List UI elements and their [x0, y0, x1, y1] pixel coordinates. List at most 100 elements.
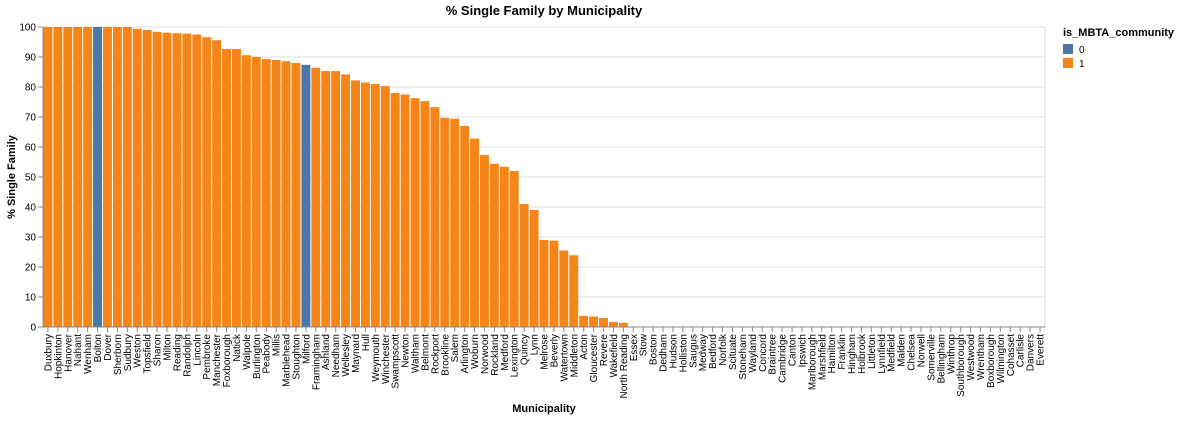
bar[interactable]: Randolph: 97.8 — [182, 33, 192, 327]
y-tick-label: 80 — [25, 83, 37, 94]
bar[interactable]: Burlington: 90 — [251, 57, 261, 327]
x-tick-label: Winthrop — [946, 334, 957, 374]
bar[interactable]: Weston: 99.4 — [132, 28, 142, 328]
x-tick-label: Wilmington — [996, 334, 1007, 383]
bar[interactable]: Peabody: 89.3 — [261, 59, 271, 327]
x-tick-label: Marlborough — [807, 334, 818, 390]
bar[interactable]: Milford: 87.4 — [301, 64, 311, 328]
bar[interactable]: Walpole: 90.6 — [241, 55, 251, 327]
x-tick-label: Holliston — [678, 334, 689, 372]
x-tick-label: Marblehead — [282, 334, 293, 387]
y-tick-label: 30 — [25, 233, 37, 244]
bar[interactable]: Dover: 100 — [103, 27, 112, 327]
bar[interactable]: Rockland: 54.4 — [489, 163, 499, 327]
bar[interactable]: Weymouth: 81 — [370, 84, 380, 327]
bar[interactable]: Rockport: 73.3 — [430, 107, 440, 327]
bar[interactable]: Revere: 3 — [599, 318, 608, 327]
bar[interactable]: Lynn: 39 — [529, 210, 539, 327]
bar[interactable]: Natick: 92.7 — [231, 48, 241, 328]
x-tick-label: Littleton — [867, 334, 878, 369]
x-tick-label: Saugus — [688, 334, 699, 368]
x-tick-label: Malden — [897, 334, 908, 367]
bar[interactable]: Milton: 98.1 — [162, 32, 172, 327]
x-axis-title: Municipality — [512, 403, 576, 415]
bar[interactable]: Hull: 81.5 — [360, 82, 370, 328]
bar[interactable]: Salem: 69.4 — [450, 118, 460, 327]
bar[interactable]: Marblehead: 88.6 — [281, 61, 291, 327]
bar[interactable]: Quincy: 41 — [519, 204, 529, 327]
x-tick-label: Hudson — [668, 334, 679, 368]
bar[interactable]: Needham: 85.3 — [331, 71, 341, 327]
x-tick-label: Natick — [232, 333, 243, 362]
bar[interactable]: Gloucester: 3.5 — [589, 316, 599, 328]
bar[interactable]: Acton: 3.7 — [579, 315, 589, 327]
legend-swatch — [1063, 58, 1073, 68]
bar[interactable]: Watertown: 25.5 — [559, 250, 569, 328]
bar[interactable]: Wenham: 100 — [83, 27, 93, 327]
bar[interactable]: Swampscott: 78 — [390, 93, 400, 327]
x-tick-label: Bedford — [708, 334, 719, 369]
bar[interactable]: Maynard: 82.2 — [351, 80, 360, 328]
x-tick-label: Brookline — [440, 334, 451, 376]
bar[interactable]: Sherborn: 100 — [112, 27, 122, 327]
bar[interactable]: Ashland: 85.3 — [321, 71, 331, 327]
bar[interactable]: Bolton: 100 — [93, 27, 103, 327]
bar[interactable]: Woburn: 62.8 — [470, 138, 480, 327]
x-tick-label: Framingham — [311, 334, 322, 390]
bar[interactable]: Waltham: 76.3 — [410, 98, 420, 327]
bar[interactable]: Nahant: 100 — [73, 27, 83, 327]
x-tick-label: Walpole — [242, 334, 253, 370]
bar[interactable]: Brookline: 69.7 — [440, 117, 450, 328]
x-tick-label: Chelsea — [907, 334, 918, 371]
bar[interactable]: Winchester: 80.3 — [380, 86, 390, 327]
bar[interactable]: Medford: 53.4 — [499, 166, 509, 327]
bar[interactable]: Middleton: 23.9 — [569, 255, 579, 327]
x-tick-label: Sharon — [153, 334, 164, 366]
legend: is_MBTA_community 01 — [1063, 27, 1175, 70]
legend-title: is_MBTA_community — [1063, 27, 1175, 39]
bar[interactable]: Lexington: 52 — [509, 171, 519, 327]
bar[interactable]: Beverly: 28.8 — [549, 240, 559, 327]
bar[interactable]: Sharon: 98.4 — [152, 31, 162, 328]
x-tick-label: Middleton — [569, 334, 580, 377]
bar[interactable]: Pembroke: 96.6 — [202, 37, 212, 327]
x-tick-label: Quincy — [520, 334, 531, 365]
bar[interactable]: Wellesley: 84.2 — [341, 74, 351, 328]
x-tick-label: Stoneham — [738, 334, 749, 380]
bar[interactable]: Stoughton: 88 — [291, 63, 301, 327]
x-tick-label: Hull — [361, 334, 372, 351]
x-tick-label: Cambridge — [778, 334, 789, 383]
bar[interactable]: Arlington: 67 — [460, 126, 470, 327]
x-tick-label: Lynnfield — [877, 334, 888, 374]
x-tick-label: Waltham — [411, 334, 422, 373]
bar[interactable]: Newton: 77.5 — [400, 94, 410, 328]
x-tick-label: Lincoln — [192, 334, 203, 366]
bar[interactable]: Sudbury: 100 — [122, 27, 132, 327]
bar[interactable]: Millis: 89 — [271, 60, 281, 327]
bar[interactable]: Lincoln: 97.5 — [192, 34, 202, 328]
bar[interactable]: Melrose: 29 — [539, 240, 549, 327]
x-tick-label: Westwood — [966, 334, 977, 381]
x-tick-label: Peabody — [262, 334, 273, 373]
x-tick-label: Essex — [629, 334, 640, 361]
bar[interactable]: Wakefield: 1.7 — [608, 321, 618, 327]
bar[interactable]: Norwood: 57.3 — [480, 155, 489, 327]
bar[interactable]: Duxbury: 100 — [43, 27, 53, 327]
x-tick-label: Dover — [103, 333, 114, 360]
x-tick-label: Beverly — [549, 334, 560, 367]
bar[interactable]: Hopkinton: 100 — [53, 27, 63, 327]
bar[interactable]: Topsfield: 99 — [142, 30, 152, 327]
bars: Duxbury: 100Hopkinton: 100Hanover: 100Na… — [43, 27, 628, 328]
x-tick-label: Medfield — [887, 334, 898, 372]
x-tick-label: Sudbury — [123, 334, 134, 371]
bar[interactable]: Manchester: 95.6 — [212, 40, 222, 327]
x-tick-label: Melrose — [540, 334, 551, 370]
bar[interactable]: Framingham: 86.4 — [311, 67, 321, 328]
bar[interactable]: North Reading: 1.4 — [618, 322, 628, 327]
bar[interactable]: Hanover: 100 — [63, 27, 73, 327]
bar[interactable]: Foxborough: 92.7 — [222, 48, 231, 328]
x-tick-label: Dedham — [659, 334, 670, 372]
bar[interactable]: Reading: 97.9 — [172, 33, 182, 328]
x-tick-label: Nahant — [73, 334, 84, 366]
bar[interactable]: Belmont: 75.3 — [420, 101, 430, 327]
